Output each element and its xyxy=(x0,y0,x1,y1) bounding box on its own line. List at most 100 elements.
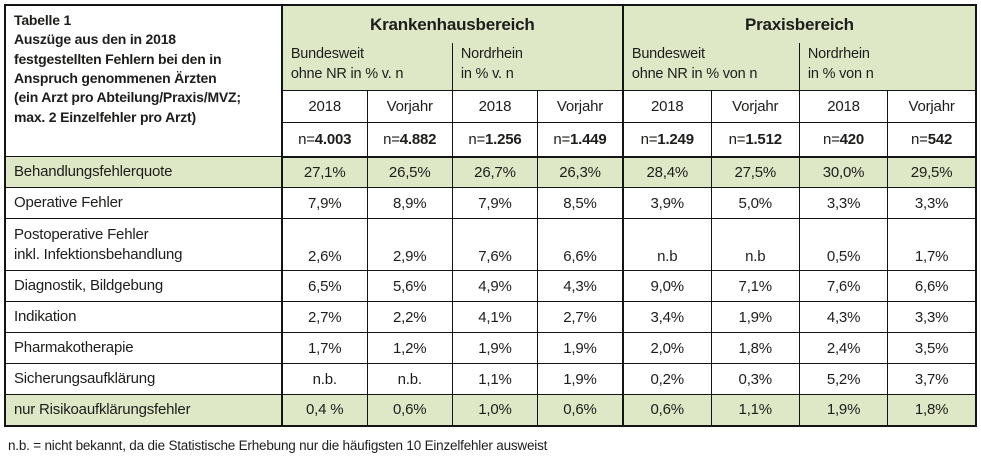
sample-size-cell: n=1.512 xyxy=(710,122,800,158)
value-cell: 6,5% xyxy=(280,270,368,303)
value-cell: 0,5% xyxy=(798,218,889,272)
subgroup-label-line: Bundesweit xyxy=(290,46,364,62)
error-statistics-table: Tabelle 1 Auszüge aus den in 2018 festge… xyxy=(4,4,977,427)
n-value: 1.249 xyxy=(657,130,694,148)
table-row: Pharmakotherapie 1,7% 1,2% 1,9% 1,9% 2,0… xyxy=(4,332,977,365)
subgroup-label-line: Nordrhein xyxy=(807,46,870,62)
n-value: 1.256 xyxy=(485,130,522,148)
value-cell: 7,9% xyxy=(280,187,368,220)
sample-size-cell: n=1.249 xyxy=(621,122,712,158)
value-cell: 3,3% xyxy=(887,187,977,220)
n-value: 4.003 xyxy=(314,130,352,148)
value-cell: n.b. xyxy=(280,363,368,396)
table-row: Indikation 2,7% 2,2% 4,1% 2,7% 3,4% 1,9%… xyxy=(4,301,977,334)
value-cell: 8,9% xyxy=(366,187,453,220)
value-cell: 1,9% xyxy=(798,394,889,427)
sample-size-cell: n=1.256 xyxy=(451,122,539,158)
row-label-line: inkl. Infektionsbehandlung xyxy=(14,245,183,263)
value-cell: n.b xyxy=(710,218,800,272)
n-prefix: n= xyxy=(911,130,928,148)
subgroup-px-bundesweit: Bundesweit ohne NR in % von n xyxy=(621,43,800,92)
table-row: nur Risikoaufklärungsfehler 0,4 % 0,6% 1… xyxy=(4,394,977,427)
table-row: Diagnostik, Bildgebung 6,5% 5,6% 4,9% 4,… xyxy=(4,270,977,303)
value-cell: 27,5% xyxy=(710,156,800,189)
sample-size-cell: n=4.003 xyxy=(280,122,368,158)
value-cell: 1,9% xyxy=(451,332,539,365)
value-cell: 5,6% xyxy=(366,270,453,303)
table-title-line: Auszüge aus den in 2018 xyxy=(14,31,176,48)
table-title-line: Tabelle 1 xyxy=(14,12,72,28)
value-cell: 3,9% xyxy=(621,187,712,220)
value-cell: 27,1% xyxy=(280,156,368,189)
row-label: Operative Fehler xyxy=(4,187,283,220)
year-header: Vorjahr xyxy=(366,90,453,124)
n-prefix: n= xyxy=(640,130,658,148)
value-cell: 1,8% xyxy=(887,394,977,427)
year-header: Vorjahr xyxy=(537,90,624,124)
table-title-line: (ein Arzt pro Abteilung/Praxis/MVZ; xyxy=(14,89,241,106)
value-cell: 5,0% xyxy=(710,187,800,220)
value-cell: 2,7% xyxy=(280,301,368,334)
value-cell: 2,4% xyxy=(798,332,889,365)
value-cell: 3,5% xyxy=(887,332,977,365)
year-header: 2018 xyxy=(280,90,368,124)
year-header: 2018 xyxy=(621,90,712,124)
value-cell: 2,0% xyxy=(621,332,712,365)
row-label: Postoperative Fehler inkl. Infektionsbeh… xyxy=(4,218,283,272)
value-cell: 2,2% xyxy=(366,301,453,334)
table-row: Operative Fehler 7,9% 8,9% 7,9% 8,5% 3,9… xyxy=(4,187,977,220)
value-cell: 6,6% xyxy=(537,218,624,272)
value-cell: n.b. xyxy=(366,363,453,396)
value-cell: 30,0% xyxy=(798,156,889,189)
subgroup-label-line: ohne NR in % von n xyxy=(631,65,758,82)
n-prefix: n= xyxy=(728,130,746,148)
subgroup-label-line: Bundesweit xyxy=(631,46,705,62)
subgroup-label-line: Nordrhein xyxy=(460,46,523,62)
value-cell: 3,3% xyxy=(798,187,889,220)
value-cell: 29,5% xyxy=(887,156,977,189)
value-cell: 0,2% xyxy=(621,363,712,396)
value-cell: 4,3% xyxy=(537,270,624,303)
table-row: Postoperative Fehler inkl. Infektionsbeh… xyxy=(4,218,977,272)
value-cell: 2,7% xyxy=(537,301,624,334)
row-label: Indikation xyxy=(4,301,283,334)
value-cell: 1,1% xyxy=(710,394,800,427)
value-cell: 9,0% xyxy=(621,270,712,303)
subgroup-label-line: in % von n xyxy=(807,65,874,82)
year-header: 2018 xyxy=(798,90,889,124)
row-label: nur Risikoaufklärungsfehler xyxy=(4,394,283,427)
value-cell: 1,2% xyxy=(366,332,453,365)
subgroup-label-line: ohne NR in % v. n xyxy=(290,65,404,82)
n-prefix: n= xyxy=(468,130,486,148)
value-cell: 3,7% xyxy=(887,363,977,396)
table-row: Behandlungsfehlerquote 27,1% 26,5% 26,7%… xyxy=(4,156,977,189)
value-cell: 7,9% xyxy=(451,187,539,220)
n-value: 4.882 xyxy=(399,130,437,148)
subgroup-label-line: in % v. n xyxy=(460,65,514,82)
row-label: Sicherungsaufklärung xyxy=(4,363,283,396)
value-cell: 1,0% xyxy=(451,394,539,427)
value-cell: 3,4% xyxy=(621,301,712,334)
value-cell: 0,3% xyxy=(710,363,800,396)
value-cell: 6,6% xyxy=(887,270,977,303)
value-cell: 7,1% xyxy=(710,270,800,303)
value-cell: 26,7% xyxy=(451,156,539,189)
n-prefix: n= xyxy=(553,130,571,148)
n-value: 1.512 xyxy=(745,130,782,148)
value-cell: 8,5% xyxy=(537,187,624,220)
value-cell: 26,3% xyxy=(537,156,624,189)
sample-size-row: n=4.003 n=4.882 n=1.256 n=1.449 n=1.249 … xyxy=(5,122,977,158)
value-cell: 5,2% xyxy=(798,363,889,396)
n-value: 1.449 xyxy=(570,130,607,148)
value-cell: 4,1% xyxy=(451,301,539,334)
value-cell: 4,9% xyxy=(451,270,539,303)
value-cell: 3,3% xyxy=(887,301,977,334)
value-cell: 4,3% xyxy=(798,301,889,334)
value-cell: 28,4% xyxy=(621,156,712,189)
subgroup-px-nordrhein: Nordrhein in % von n xyxy=(798,43,977,92)
value-cell: 1,7% xyxy=(280,332,368,365)
subgroup-kh-bundesweit: Bundesweit ohne NR in % v. n xyxy=(280,43,453,92)
value-cell: 0,6% xyxy=(537,394,624,427)
value-cell: 26,5% xyxy=(366,156,453,189)
table-title-line: Anspruch genommenen Ärzten xyxy=(14,69,217,86)
